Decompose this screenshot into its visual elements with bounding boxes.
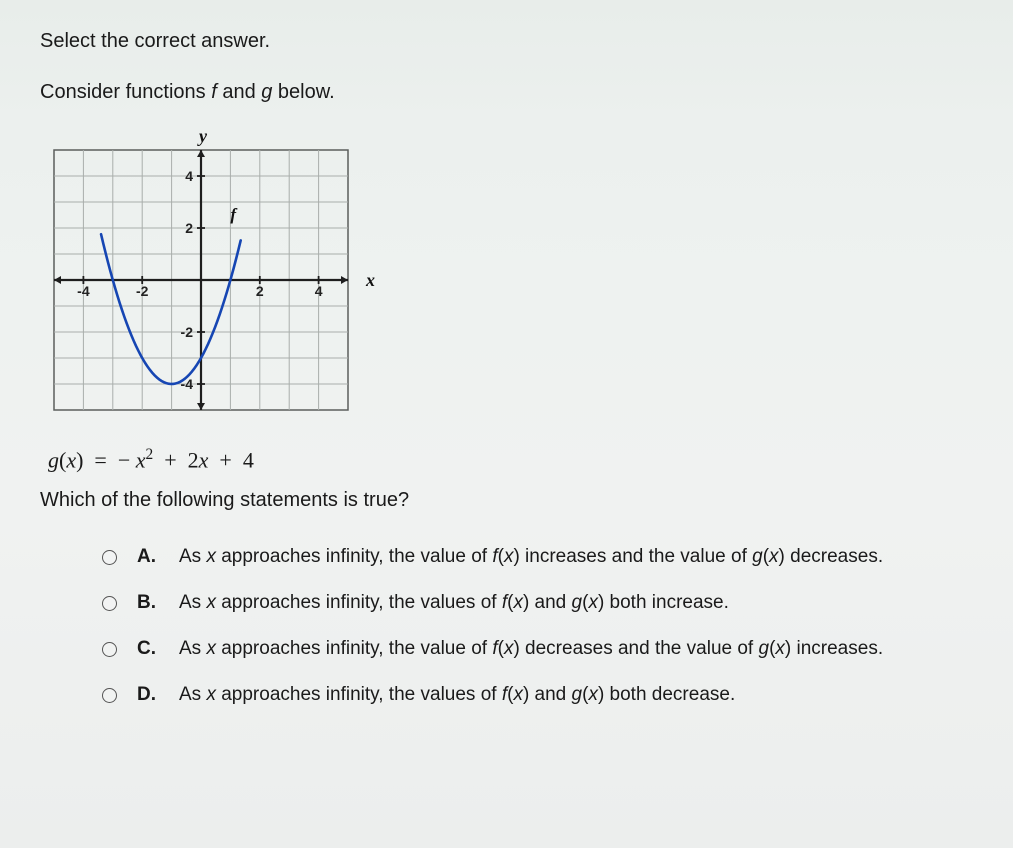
svg-text:4: 4 (315, 283, 323, 299)
subtext-pre: Consider functions (40, 81, 211, 103)
equation-g: g(x) = − x2 + 2x + 4 (48, 446, 983, 473)
svg-text:4: 4 (185, 168, 193, 184)
instruction-text: Select the correct answer. (40, 30, 983, 53)
svg-text:f: f (230, 205, 238, 224)
answer-choices: A. As x approaches infinity, the value of… (102, 546, 983, 706)
choice-letter: C. (137, 638, 157, 660)
svg-text:-2: -2 (181, 324, 194, 340)
function-name-g: g (261, 81, 272, 103)
choice-row-a[interactable]: A. As x approaches infinity, the value of… (102, 546, 983, 568)
subtext-mid: and (217, 81, 261, 103)
subtext-post: below. (272, 81, 334, 103)
svg-text:x: x (365, 270, 375, 290)
choice-text: As x approaches infinity, the values of … (179, 684, 735, 706)
choice-text: As x approaches infinity, the values of … (179, 592, 729, 614)
radio-button[interactable] (102, 596, 117, 611)
choice-letter: B. (137, 592, 157, 614)
svg-text:-2: -2 (136, 283, 149, 299)
svg-text:2: 2 (256, 283, 264, 299)
choice-text: As x approaches infinity, the value of f… (179, 638, 883, 660)
choice-letter: D. (137, 684, 157, 706)
graph-figure: -4-224-4-224yxf (48, 122, 983, 416)
radio-button[interactable] (102, 642, 117, 657)
choice-text: As x approaches infinity, the value of f… (179, 546, 883, 568)
functions-intro: Consider functions f and g below. (40, 81, 983, 104)
svg-text:-4: -4 (77, 283, 90, 299)
choice-row-d[interactable]: D. As x approaches infinity, the values o… (102, 684, 983, 706)
parabola-graph: -4-224-4-224yxf (48, 122, 398, 416)
svg-text:y: y (197, 126, 208, 146)
choice-row-c[interactable]: C. As x approaches infinity, the value of… (102, 638, 983, 660)
choice-letter: A. (137, 546, 157, 568)
radio-button[interactable] (102, 688, 117, 703)
radio-button[interactable] (102, 550, 117, 565)
choice-row-b[interactable]: B. As x approaches infinity, the values o… (102, 592, 983, 614)
question-text: Which of the following statements is tru… (40, 489, 983, 512)
svg-text:2: 2 (185, 220, 193, 236)
